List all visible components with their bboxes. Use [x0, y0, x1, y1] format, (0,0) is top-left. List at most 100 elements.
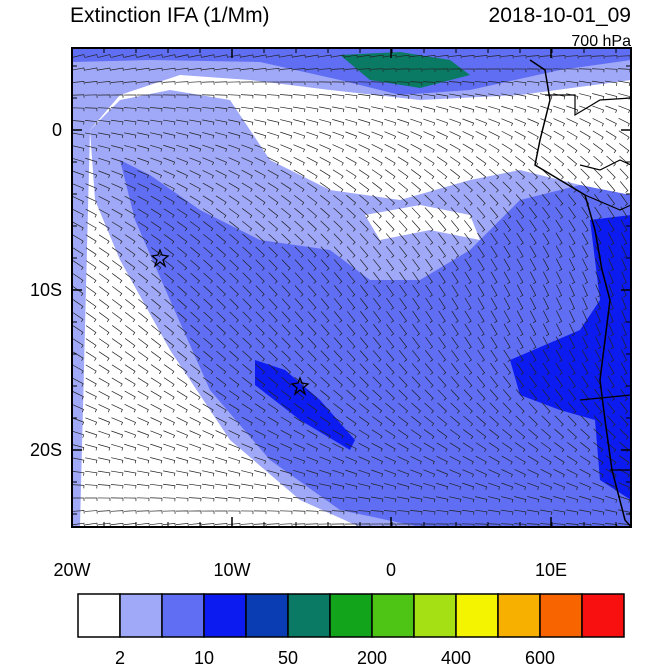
wind-barb — [568, 232, 576, 245]
wind-barb — [568, 336, 576, 350]
wind-barb — [137, 67, 150, 72]
wind-barb — [450, 169, 461, 180]
wind-barb — [124, 247, 136, 258]
wind-barb — [111, 430, 124, 438]
wind-barb — [163, 390, 175, 400]
wind-barb — [594, 232, 602, 246]
wind-barb — [280, 403, 292, 414]
wind-barb — [137, 351, 149, 362]
wind-barb — [384, 483, 397, 490]
wind-barb — [228, 169, 240, 179]
wind-barb — [606, 415, 616, 427]
wind-barb — [528, 428, 539, 440]
wind-barb — [150, 364, 162, 375]
wind-barb — [150, 390, 162, 400]
wind-barb — [319, 144, 331, 153]
wind-barb — [111, 145, 124, 152]
wind-barb — [190, 337, 201, 349]
wind-barb — [371, 93, 384, 99]
wind-barb — [176, 457, 189, 464]
wind-barb — [280, 483, 293, 490]
wind-barb — [513, 55, 527, 59]
wind-barb — [607, 349, 615, 363]
wind-barb — [580, 181, 590, 193]
wind-barb — [163, 457, 176, 464]
lon-label: 0 — [386, 560, 396, 580]
wind-barb — [358, 156, 370, 166]
wind-barb — [384, 442, 396, 452]
wind-barb — [514, 442, 526, 453]
wind-barb — [449, 156, 461, 167]
wind-barb — [451, 271, 459, 284]
wind-barb — [98, 351, 110, 361]
wind-barb — [151, 324, 162, 336]
wind-barb — [451, 310, 459, 323]
wind-barb — [307, 195, 318, 206]
wind-barb — [72, 183, 85, 192]
wind-barb — [346, 311, 356, 323]
wind-barb — [293, 54, 306, 58]
wind-barb — [293, 496, 306, 502]
wind-barb — [281, 220, 292, 232]
wind-barb — [516, 297, 524, 311]
wind-barb — [202, 483, 215, 489]
wind-barb — [412, 350, 421, 362]
wind-barb — [358, 118, 371, 126]
wind-barb — [307, 285, 317, 297]
wind-barb — [488, 105, 501, 113]
wind-barb — [593, 428, 603, 440]
wind-barb — [553, 118, 565, 127]
colorbar-box — [413, 593, 457, 638]
wind-barb — [501, 130, 513, 140]
wind-barb — [201, 497, 215, 502]
wind-barb — [423, 442, 435, 452]
wind-barb — [474, 68, 488, 72]
wind-barb — [281, 324, 291, 336]
wind-barb — [476, 415, 487, 427]
wind-barb — [345, 169, 357, 179]
wind-barb — [72, 312, 84, 323]
wind-barb — [189, 377, 201, 388]
wind-barb — [580, 155, 591, 167]
wind-barb — [490, 219, 499, 232]
wind-barb — [399, 297, 407, 310]
wind-barb — [97, 107, 111, 112]
wind-barb — [542, 362, 550, 375]
wind-barb — [411, 233, 421, 245]
wind-barb — [423, 169, 435, 180]
wind-barb — [503, 219, 512, 232]
wind-barb — [618, 482, 630, 491]
wind-barb — [370, 68, 384, 72]
wind-barb — [412, 284, 420, 297]
wind-barb — [332, 182, 344, 193]
wind-barb — [253, 81, 267, 85]
wind-barb — [268, 350, 278, 362]
wind-barb — [346, 324, 356, 336]
wind-barb — [607, 402, 616, 414]
wind-barb — [253, 510, 267, 515]
wind-barb — [592, 482, 604, 491]
wind-barb — [98, 183, 110, 192]
wind-barb — [555, 389, 564, 401]
wind-barb — [449, 131, 461, 140]
wind-barb — [594, 349, 602, 363]
wind-barb — [280, 416, 292, 426]
wind-barb — [555, 349, 563, 363]
wind-barb — [98, 522, 111, 527]
wind-barb — [371, 144, 383, 153]
wind-barb — [595, 245, 602, 259]
wind-barb — [332, 156, 344, 166]
wind-barb — [266, 68, 280, 72]
wind-barb — [150, 457, 163, 464]
wind-barb — [540, 482, 553, 491]
wind-barb — [110, 484, 124, 489]
wind-barb — [346, 376, 356, 388]
wind-barb — [241, 144, 254, 153]
wind-barb — [85, 417, 98, 426]
wind-barb — [383, 68, 397, 72]
wind-barb — [85, 470, 98, 476]
wind-barb — [202, 119, 215, 126]
wind-barb — [72, 247, 84, 257]
wind-barb — [385, 363, 395, 375]
wind-barb — [370, 81, 384, 86]
